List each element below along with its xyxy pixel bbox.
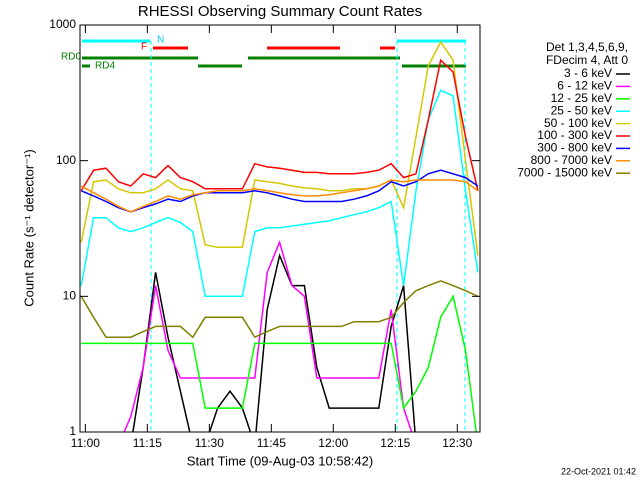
legend-header: Det 1,3,4,5,6,9,: [546, 40, 628, 54]
series-line: [80, 169, 479, 213]
x-axis-label: Start Time (09-Aug-03 10:58:42): [187, 453, 373, 468]
flag-bars: [82, 39, 466, 432]
x-tick-label: 12:15: [380, 436, 410, 450]
legend-label: 7000 - 15000 keV: [517, 165, 612, 179]
legend-label: 12 - 25 keV: [551, 91, 612, 105]
y-tick-label: 1000: [49, 17, 76, 31]
series-line: [80, 58, 479, 192]
y-tick-label: 100: [56, 153, 76, 167]
series-line: [132, 253, 416, 432]
x-tick-label: 12:00: [318, 436, 348, 450]
series-line: [80, 89, 479, 298]
legend-label: 50 - 100 keV: [544, 116, 612, 130]
footer: 22-Oct-2021 01:42: [561, 466, 636, 476]
legend-label: 800 - 7000 keV: [531, 153, 612, 167]
plot-lines: [80, 40, 479, 432]
flag-label: N: [157, 35, 164, 46]
flag-label: F: [141, 42, 147, 53]
x-tick-label: 11:00: [71, 436, 100, 450]
legend-label: 25 - 50 keV: [551, 103, 612, 117]
x-tick-label: 11:15: [133, 436, 162, 450]
legend-header: FDecim 4, Att 0: [546, 53, 628, 67]
flag-label: RD0: [61, 52, 81, 63]
legend-label: 3 - 6 keV: [564, 66, 612, 80]
series-line: [80, 179, 479, 213]
legend-label: 300 - 800 keV: [537, 141, 612, 155]
plot-frame: [79, 24, 481, 433]
series-line: [123, 240, 413, 432]
y-axis-label: Count Rate (s⁻¹ detector⁻¹): [21, 149, 36, 307]
y-tick-label: 1: [69, 424, 76, 438]
x-tick-label: 12:30: [442, 436, 472, 450]
y-tick-label: 10: [63, 289, 77, 303]
x-tick-label: 11:30: [195, 436, 224, 450]
series-line: [80, 280, 479, 339]
legend-label: 6 - 12 keV: [557, 79, 612, 93]
flag-label: RD4: [95, 61, 115, 72]
x-tick-label: 11:45: [257, 436, 286, 450]
legend-label: 100 - 300 keV: [537, 128, 612, 142]
series-line: [81, 294, 477, 432]
series-line: [80, 40, 479, 256]
chart-title: RHESSI Observing Summary Count Rates: [138, 3, 422, 20]
